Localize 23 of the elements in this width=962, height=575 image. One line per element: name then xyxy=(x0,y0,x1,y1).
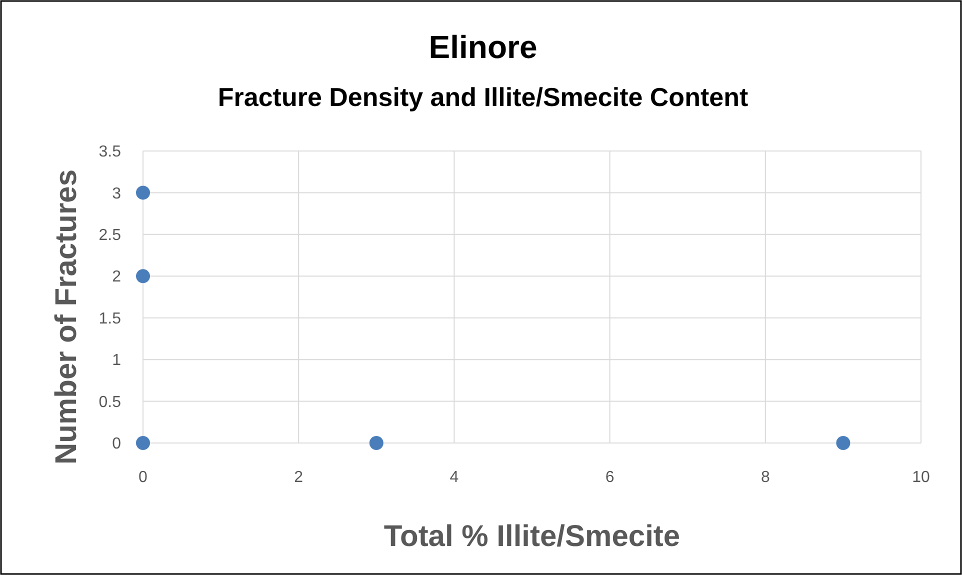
y-tick-label: 0 xyxy=(112,436,122,453)
y-tick-label: 0.5 xyxy=(98,394,122,411)
x-tick-label: 0 xyxy=(138,469,148,486)
y-tick-label: 1 xyxy=(112,352,122,370)
point xyxy=(836,436,850,450)
chart-subtitle: Fracture Density and Illite/Smecite Content xyxy=(218,82,748,112)
x-tick-label: 10 xyxy=(912,469,930,486)
x-tick-label: 2 xyxy=(294,469,304,486)
y-tick-label: 2.5 xyxy=(98,227,122,244)
chart-title: Elinore xyxy=(428,29,538,65)
y-axis-title: Number of Fractures xyxy=(50,169,83,465)
y-tick-label: 3 xyxy=(112,185,122,202)
point xyxy=(136,436,150,450)
point xyxy=(369,436,384,450)
y-tick-label: 1.5 xyxy=(98,310,122,328)
x-axis-title: Total % Illite/Smecite xyxy=(384,520,680,553)
x-tick-label: 4 xyxy=(450,469,459,486)
point xyxy=(136,269,150,284)
y-tick-label: 3.5 xyxy=(98,144,122,161)
point xyxy=(136,186,150,200)
y-tick-label: 2 xyxy=(112,268,122,286)
x-tick-label: 6 xyxy=(605,469,614,486)
x-tick-label: 8 xyxy=(760,469,770,486)
